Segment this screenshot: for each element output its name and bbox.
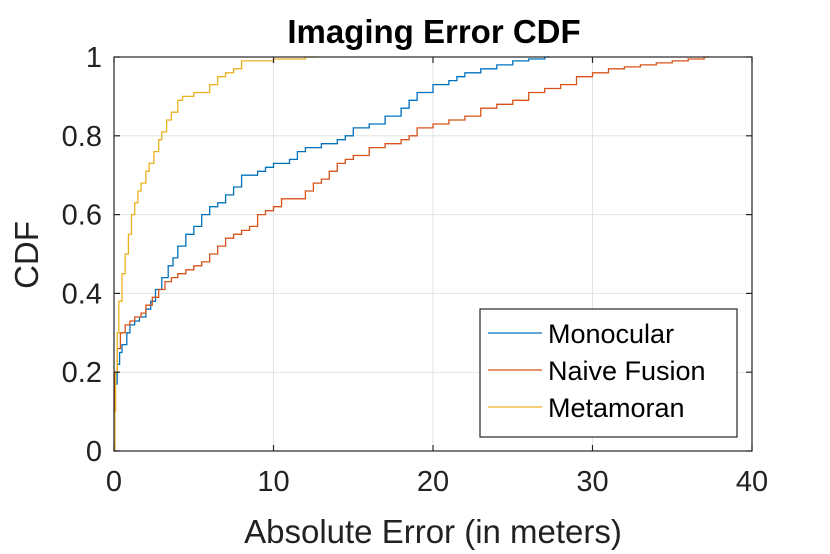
x-tick-label: 10 [257, 466, 289, 498]
x-tick-label: 20 [417, 466, 449, 498]
legend-label: Monocular [548, 319, 674, 349]
series-line-naive-fusion [114, 56, 709, 452]
y-tick-label: 0.6 [62, 200, 102, 232]
legend-label: Metamoran [548, 393, 685, 423]
x-tick-label: 40 [736, 466, 768, 498]
y-tick-label: 0.4 [62, 278, 102, 310]
legend-box [479, 308, 738, 438]
x-tick-label: 30 [576, 466, 608, 498]
chart-title: Imaging Error CDF [287, 13, 580, 50]
y-tick-label: 1 [86, 42, 102, 74]
y-axis-label: CDF [8, 221, 45, 289]
x-tick-label: 0 [106, 466, 122, 498]
y-tick-label: 0 [86, 436, 102, 468]
legend: Monocular Naive Fusion Metamoran [479, 308, 738, 438]
legend-label: Naive Fusion [548, 356, 706, 386]
y-tick-label: 0.8 [62, 121, 102, 153]
y-tick-label: 0.2 [62, 357, 102, 389]
x-axis-label: Absolute Error (in meters) [244, 513, 622, 550]
series-line-metamoran [114, 56, 319, 452]
